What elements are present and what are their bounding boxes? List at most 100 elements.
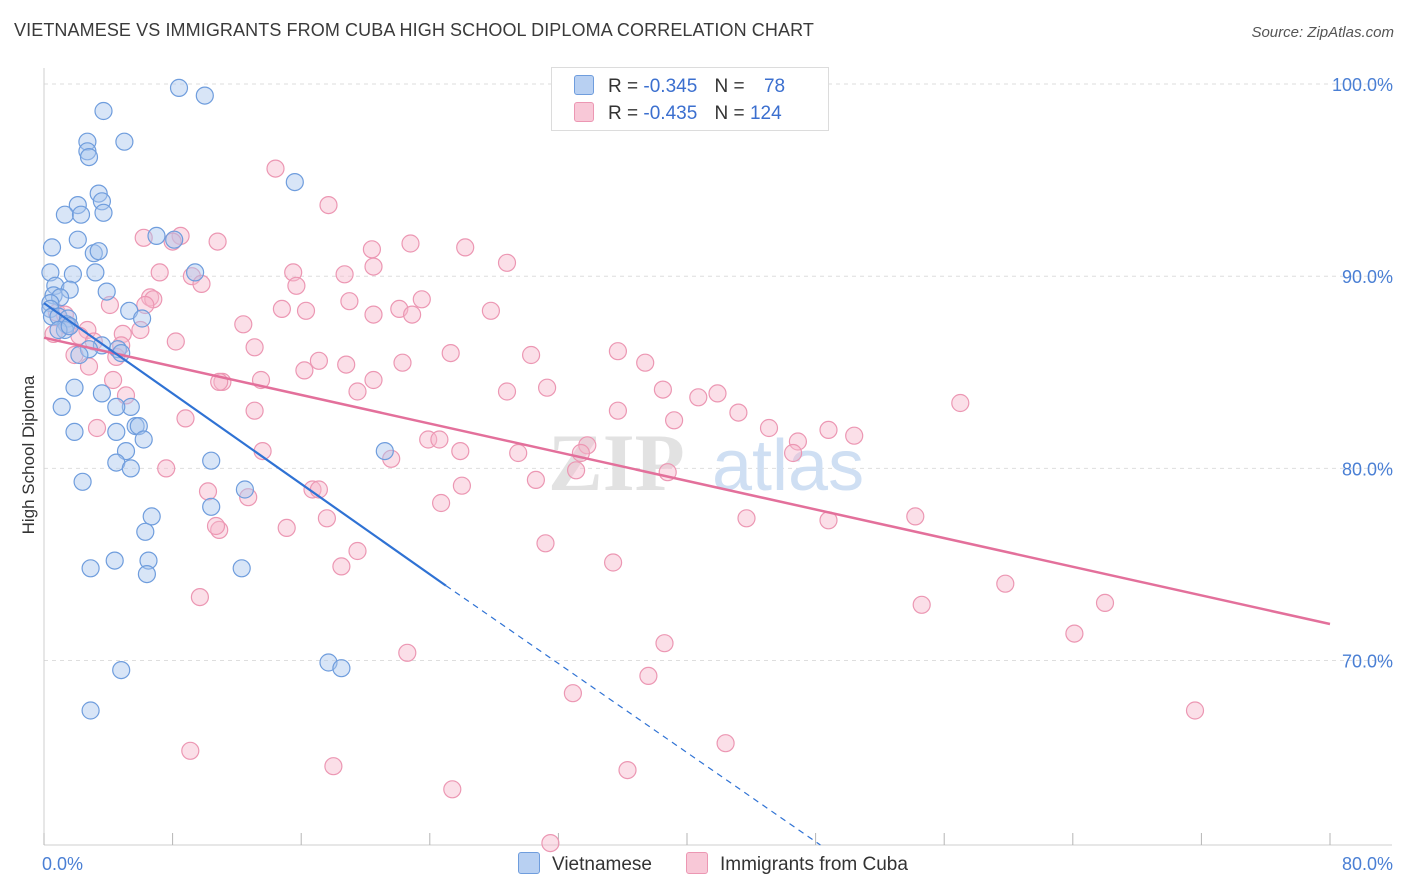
source-credit: Source: ZipAtlas.com xyxy=(1251,24,1394,41)
cuba-point xyxy=(401,234,420,253)
x-tick-label: 80.0% xyxy=(1342,854,1393,874)
vietnamese-point xyxy=(63,265,83,284)
vietnamese-points xyxy=(41,78,394,720)
vietnamese-trend-line xyxy=(43,302,447,587)
legend-n-value: 124 xyxy=(749,103,782,124)
vietnamese-point xyxy=(73,472,92,491)
cuba-point xyxy=(563,684,583,703)
trend-lines xyxy=(43,302,1331,846)
cuba-point xyxy=(443,780,462,799)
cuba-point xyxy=(337,355,356,374)
cuba-point xyxy=(430,430,449,449)
watermark-atlas: atlas xyxy=(712,426,864,506)
vietnamese-point xyxy=(92,192,112,211)
cuba-point xyxy=(729,403,748,422)
vietnamese-point xyxy=(133,309,152,328)
cuba-point xyxy=(653,380,673,399)
vietnamese-point xyxy=(195,86,214,105)
cuba-point xyxy=(103,370,123,390)
y-tick-label: 80.0% xyxy=(1342,459,1393,479)
bottom-legend-vietnamese: Vietnamese xyxy=(518,852,652,876)
cuba-point xyxy=(509,443,528,463)
cuba-point xyxy=(541,833,560,853)
vietnamese-point xyxy=(107,422,126,441)
axis-labels: 70.0% 80.0% 90.0% 100.0% 0.0% 80.0% High Schoo… xyxy=(19,75,1393,874)
cuba-point xyxy=(332,557,351,576)
vietnamese-point xyxy=(94,203,113,222)
cuba-point xyxy=(348,541,367,561)
cuba-point xyxy=(208,232,227,251)
cuba-point xyxy=(689,388,708,407)
cuba-point xyxy=(234,315,253,334)
vietnamese-point xyxy=(68,196,87,215)
vietnamese-point xyxy=(97,282,116,301)
vietnamese-point xyxy=(65,378,84,397)
cuba-point xyxy=(497,253,517,272)
vietnamese-point xyxy=(202,451,221,470)
bottom-legend-label: Immigrants from Cuba xyxy=(720,854,908,875)
cuba-point xyxy=(245,338,264,357)
vietnamese-point xyxy=(52,397,71,416)
cuba-point xyxy=(150,263,169,282)
cuba-point xyxy=(456,238,475,257)
cuba-point xyxy=(708,384,727,403)
cuba-point xyxy=(157,459,176,478)
cuba-point xyxy=(176,409,195,428)
vietnamese-point xyxy=(41,294,60,313)
y-axis-label: High School Diploma xyxy=(19,375,38,534)
legend-r-value: -0.435 xyxy=(643,103,698,124)
cuba-point xyxy=(481,301,500,320)
vietnamese-point xyxy=(71,205,91,224)
vietnamese-point xyxy=(89,242,108,261)
legend-r-value: -0.345 xyxy=(643,76,698,97)
vietnamese-point xyxy=(147,226,166,245)
legend-r-label: R = xyxy=(608,76,639,97)
vietnamese-point xyxy=(285,173,304,192)
cuba-point xyxy=(996,574,1015,593)
vietnamese-point xyxy=(375,442,394,461)
cuba-point xyxy=(737,509,756,528)
vietnamese-point xyxy=(121,459,140,478)
vietnamese-point xyxy=(86,263,105,282)
cuba-point xyxy=(912,595,931,614)
cuba-point xyxy=(272,299,291,318)
legend-r-label: R = xyxy=(608,103,639,124)
cuba-point xyxy=(192,274,211,293)
cuba-point xyxy=(664,411,684,430)
cuba-point xyxy=(432,493,451,513)
cuba-point xyxy=(136,295,155,315)
vietnamese-point xyxy=(136,522,155,541)
cuba-point xyxy=(166,332,185,351)
cuba-point xyxy=(452,476,471,495)
y-tick-label: 90.0% xyxy=(1342,267,1393,287)
vietnamese-point xyxy=(79,148,99,167)
cuba-point xyxy=(190,587,209,607)
vietnamese-point xyxy=(81,559,100,578)
cuba-point xyxy=(537,378,557,397)
vietnamese-point xyxy=(142,507,161,526)
cuba-point xyxy=(1065,624,1084,643)
bottom-legend-cuba: Immigrants from Cuba xyxy=(686,852,908,876)
cuba-point xyxy=(284,263,303,282)
vietnamese-point xyxy=(186,263,205,282)
bottom-legend-swatch-pink xyxy=(686,852,708,874)
cuba-point xyxy=(608,401,628,420)
cuba-point xyxy=(398,643,417,662)
cuba-point xyxy=(403,305,422,324)
vietnamese-point xyxy=(121,397,140,416)
vietnamese-point xyxy=(55,205,75,224)
cuba-point xyxy=(526,470,546,489)
vietnamese-point xyxy=(115,132,134,151)
cuba-point xyxy=(1095,593,1115,613)
vietnamese-point xyxy=(235,480,254,499)
vietnamese-point xyxy=(232,559,251,578)
vietnamese-point xyxy=(202,497,221,516)
cuba-point xyxy=(324,757,343,776)
cuba-point xyxy=(319,196,338,215)
cuba-point xyxy=(131,320,150,340)
legend-n-label: N = xyxy=(714,76,745,97)
vietnamese-point xyxy=(129,417,148,436)
cuba-point xyxy=(87,418,107,438)
cuba-point xyxy=(296,301,316,320)
cuba-point xyxy=(497,382,517,401)
